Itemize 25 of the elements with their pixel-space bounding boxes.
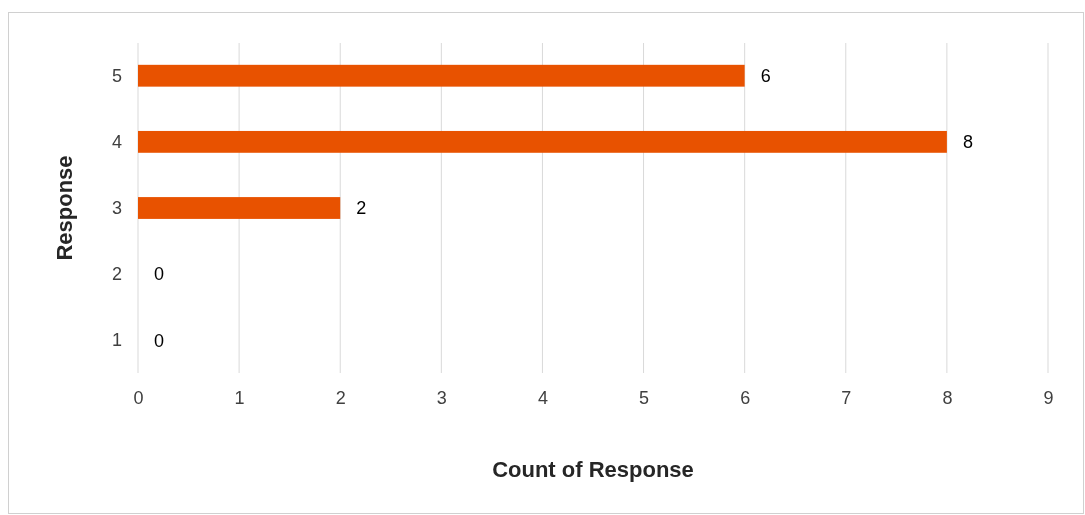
y-tick-label: 1 xyxy=(111,330,122,351)
data-label: 8 xyxy=(962,132,973,153)
x-tick-label: 8 xyxy=(942,387,953,408)
x-tick-label: 2 xyxy=(335,387,346,408)
y-tick-label: 4 xyxy=(111,131,122,152)
data-label: 2 xyxy=(356,198,367,219)
bar xyxy=(138,130,947,153)
y-tick-label: 2 xyxy=(111,263,122,284)
bar xyxy=(138,197,341,219)
x-tick-label: 3 xyxy=(436,387,447,408)
data-label: 0 xyxy=(154,330,165,351)
x-tick-label: 0 xyxy=(133,387,144,408)
x-axis-title: Count of Response xyxy=(492,457,694,482)
y-axis-title: Response xyxy=(52,155,77,261)
bar xyxy=(138,64,745,87)
y-tick-label: 3 xyxy=(111,197,122,218)
x-tick-label: 1 xyxy=(234,387,245,408)
x-tick-label: 5 xyxy=(639,387,650,408)
x-tick-label: 9 xyxy=(1043,387,1054,408)
x-tick-label: 7 xyxy=(841,387,852,408)
data-label: 0 xyxy=(154,264,165,285)
x-tick-label: 6 xyxy=(740,387,751,408)
y-tick-label: 5 xyxy=(111,65,122,86)
x-tick-label: 4 xyxy=(537,387,548,408)
data-label: 6 xyxy=(760,66,771,87)
